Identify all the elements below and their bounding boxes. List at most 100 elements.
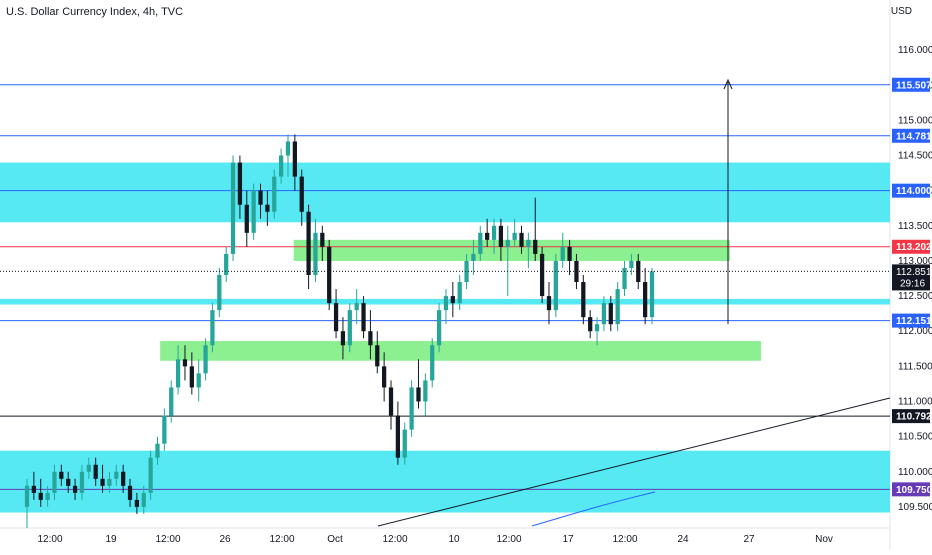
candle-body [533,239,538,254]
candle-body [313,232,318,275]
candle-body [409,387,414,430]
candle-body [251,190,256,233]
level-label-bg [892,313,930,328]
x-tick-label: 10 [448,534,460,545]
candle-body [72,485,78,493]
candle-body [31,485,36,493]
candle-body [45,492,50,500]
candle-body [471,253,476,261]
candle-body [107,478,112,486]
level-label: 110.792 [896,412,932,423]
candle-body [285,141,291,156]
candle-body [86,464,91,472]
y-tick-label: 110.500 [898,432,932,443]
candle-body [430,345,435,381]
candle-body [581,282,586,318]
level-label: 113.202 [896,242,932,253]
candle-body [636,260,641,283]
level-label-bg [892,482,930,497]
level-label-bg [892,77,930,92]
candle-body [272,176,277,212]
candle-body [224,253,229,275]
candle-body [127,485,133,500]
moving-average-line [531,491,656,527]
candle-body [265,204,270,212]
x-tick-label: 26 [219,534,231,545]
candle-body [519,232,524,247]
y-tick-label: 114.500 [898,151,932,162]
current-price-label-bg [892,264,930,291]
x-tick-label: Nov [815,534,833,545]
candle-body [320,232,325,247]
candle-body [643,282,648,318]
candle-body [278,155,284,177]
candle-body [560,246,565,261]
candle-body [436,310,442,346]
level-label: 112.151 [896,316,932,327]
candle-body [443,296,449,311]
candle-body [258,190,263,205]
candle-body [155,443,160,458]
x-tick-label: 19 [105,534,117,545]
level-label: 114.781 [896,131,932,142]
candle-body [299,176,304,212]
candle-body [79,471,85,493]
candle-body [375,345,380,367]
candle-body [59,471,64,479]
level-label-bg [892,239,930,254]
candle-body [189,366,194,388]
candle-body [347,310,352,346]
candle-body [93,464,98,479]
candle-body [629,260,634,268]
trendline [377,397,891,527]
x-tick-label: 12:00 [37,534,62,545]
candle-body [594,324,600,332]
zone-3 [160,341,761,361]
current-price-label: 112.851 [896,267,932,278]
target-arrow-head [723,78,733,90]
y-tick-label: 116.000 [898,45,932,56]
candle-body [382,366,387,388]
candle-body [498,225,504,247]
candle-body [196,373,201,388]
y-tick-label: 112.500 [898,291,932,302]
y-tick-label: 112.000 [898,326,932,337]
candle-body [546,296,552,311]
candle-body [649,271,655,318]
x-tick-label: 12:00 [612,534,637,545]
candle-body [306,211,311,275]
candle-body [175,359,181,388]
candle-body [485,232,490,240]
candle-body [169,387,174,416]
y-tick-label: 109.500 [898,502,932,513]
candle-body [588,317,593,332]
candle-body [114,471,119,479]
candle-body [526,239,531,247]
level-label: 114.000 [896,186,932,197]
candle-body [210,310,215,346]
candle-body [134,499,140,507]
candle-body [24,485,30,507]
candle-body [244,204,249,233]
candle-body [292,141,297,177]
x-tick-label: 24 [677,534,689,545]
candle-body [52,471,57,493]
y-tick-label: 113.500 [898,221,932,232]
x-tick-label: 12:00 [269,534,294,545]
candle-body [333,303,339,332]
x-tick-label: 12:00 [382,534,407,545]
y-tick-label: 110.000 [898,467,932,478]
candle-body [121,471,126,486]
level-label-bg [892,183,930,198]
candle-body [100,478,105,486]
candle-body [505,239,510,247]
candle-body [450,296,455,304]
x-tick-label: Oct [327,534,343,545]
x-tick-label: 12:00 [496,534,521,545]
chart-title: U.S. Dollar Currency Index, 4h, TVC [6,6,184,18]
candle-body [237,162,243,205]
candle-body [567,246,572,261]
candle-body [217,275,222,311]
level-label: 109.750 [896,485,932,496]
